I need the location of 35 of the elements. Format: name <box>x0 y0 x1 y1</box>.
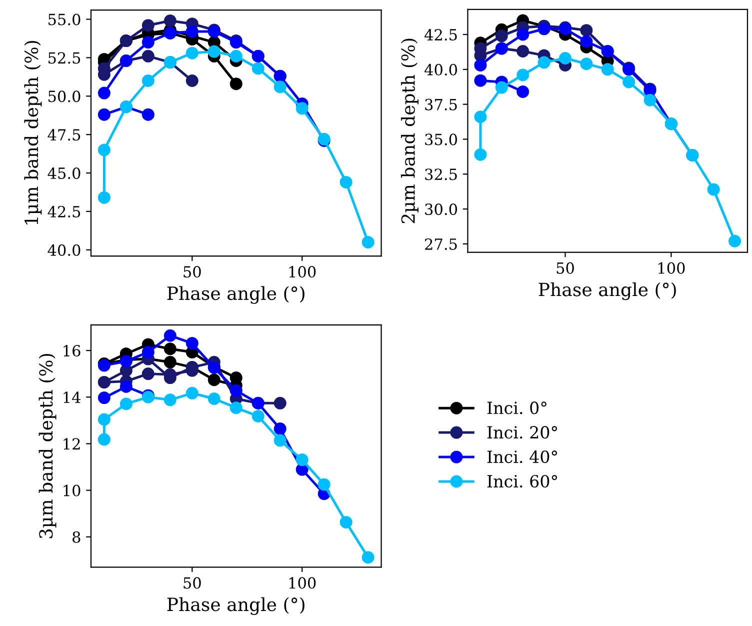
y-tick-label: 47.5 <box>48 129 80 141</box>
y-tick-label: 50.0 <box>48 90 80 102</box>
x-tick-label: 100 <box>289 577 316 589</box>
y-tick-label: 30.0 <box>425 203 458 216</box>
x-tick-label: 100 <box>658 262 685 274</box>
y-tick-label: 40.0 <box>424 64 458 76</box>
x-tick-label: 100 <box>289 266 316 278</box>
y-tick-label: 16 <box>64 344 80 357</box>
legend-label: Inci. 20° <box>487 426 558 439</box>
x-axis-title: Phase angle (°) <box>538 282 676 300</box>
y-axis-title: 3µm band depth (%) <box>38 354 56 538</box>
y-tick-label: 8 <box>72 531 80 543</box>
y-tick-label: 42.5 <box>48 206 80 218</box>
y-tick-label: 40.0 <box>48 244 80 256</box>
x-axis-title: Phase angle (°) <box>167 597 304 615</box>
y-tick-label: 55.0 <box>48 14 80 26</box>
y-tick-label: 12 <box>64 438 80 450</box>
y-tick-label: 52.5 <box>48 52 80 64</box>
x-tick-label: 50 <box>556 262 574 274</box>
x-tick-label: 50 <box>184 577 201 589</box>
y-tick-label: 14 <box>64 392 80 403</box>
legend-label: Inci. 0° <box>487 402 546 414</box>
y-axis-title: 2µm band depth (%) <box>400 38 418 224</box>
x-tick-label: 50 <box>184 266 201 278</box>
y-tick-label: 35.0 <box>425 134 458 146</box>
y-tick-label: 32.5 <box>425 168 457 180</box>
y-tick-label: 10 <box>64 484 80 496</box>
legend-label: Inci. 60° <box>487 474 558 488</box>
y-axis-title: 1µm band depth (%) <box>24 40 42 224</box>
y-tick-label: 27.5 <box>425 238 457 250</box>
legend-label: Inci. 40° <box>487 450 558 464</box>
y-tick-label: 42.5 <box>424 28 457 41</box>
y-tick-label: 37.5 <box>425 98 457 110</box>
x-axis-title: Phase angle (°) <box>167 286 304 304</box>
y-tick-label: 45.0 <box>48 167 80 180</box>
